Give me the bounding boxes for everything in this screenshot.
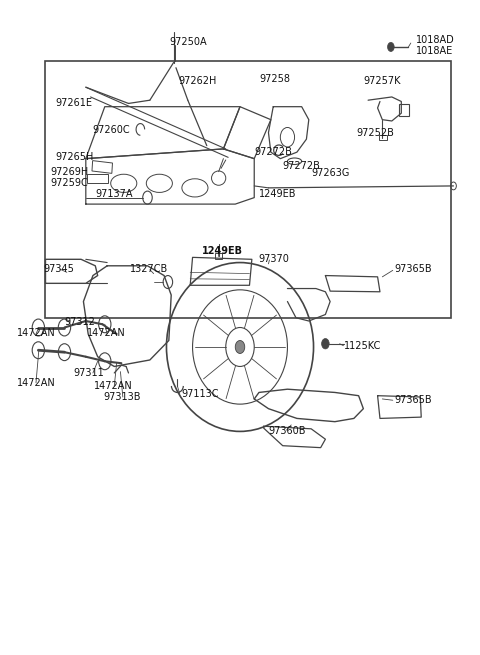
Circle shape xyxy=(226,328,254,366)
Text: 1249EB: 1249EB xyxy=(259,189,297,198)
Text: 97257K: 97257K xyxy=(363,76,401,86)
Bar xyxy=(379,136,386,140)
Bar xyxy=(216,253,222,259)
Text: 97259C: 97259C xyxy=(50,178,88,189)
Text: 97260C: 97260C xyxy=(92,125,130,135)
Text: 97311: 97311 xyxy=(73,368,104,378)
Text: 97345: 97345 xyxy=(43,264,74,274)
Text: 97313B: 97313B xyxy=(104,392,141,402)
Circle shape xyxy=(98,316,111,333)
Circle shape xyxy=(58,319,71,336)
Circle shape xyxy=(32,342,45,359)
Text: 97272B: 97272B xyxy=(283,161,321,172)
Text: 1327CB: 1327CB xyxy=(130,264,168,274)
Text: 97113C: 97113C xyxy=(181,389,219,399)
Text: 97137A: 97137A xyxy=(96,189,133,198)
Circle shape xyxy=(387,43,394,52)
Bar xyxy=(46,61,451,318)
Bar xyxy=(92,160,112,174)
Text: 97250A: 97250A xyxy=(169,37,206,47)
Text: 1472AN: 1472AN xyxy=(17,378,56,388)
Bar xyxy=(87,174,108,183)
Text: 1472AN: 1472AN xyxy=(94,381,132,391)
Circle shape xyxy=(235,341,245,354)
Text: 97365B: 97365B xyxy=(395,264,432,274)
Text: 1472AN: 1472AN xyxy=(17,328,56,338)
Text: 97261E: 97261E xyxy=(55,98,92,109)
Text: 97269H: 97269H xyxy=(50,166,88,177)
Circle shape xyxy=(32,319,45,336)
Circle shape xyxy=(322,339,329,349)
Text: 97312: 97312 xyxy=(64,316,96,327)
Text: 97252B: 97252B xyxy=(356,128,394,138)
Text: 97258: 97258 xyxy=(259,75,290,84)
Text: 97360B: 97360B xyxy=(268,426,306,436)
Text: 97262H: 97262H xyxy=(179,76,216,86)
Circle shape xyxy=(98,353,111,369)
Circle shape xyxy=(58,344,71,361)
Text: 97365B: 97365B xyxy=(395,395,432,405)
Bar xyxy=(399,104,409,116)
Text: 97263G: 97263G xyxy=(311,168,349,178)
Text: 1018AE: 1018AE xyxy=(416,46,453,56)
Text: 1472AN: 1472AN xyxy=(87,328,126,338)
Text: 1125KC: 1125KC xyxy=(344,341,382,350)
Text: 97370: 97370 xyxy=(258,253,289,264)
Text: 1249EB: 1249EB xyxy=(202,246,243,256)
Text: 97272B: 97272B xyxy=(254,147,292,157)
Text: 1018AD: 1018AD xyxy=(416,35,454,45)
Text: 97265H: 97265H xyxy=(55,153,93,162)
